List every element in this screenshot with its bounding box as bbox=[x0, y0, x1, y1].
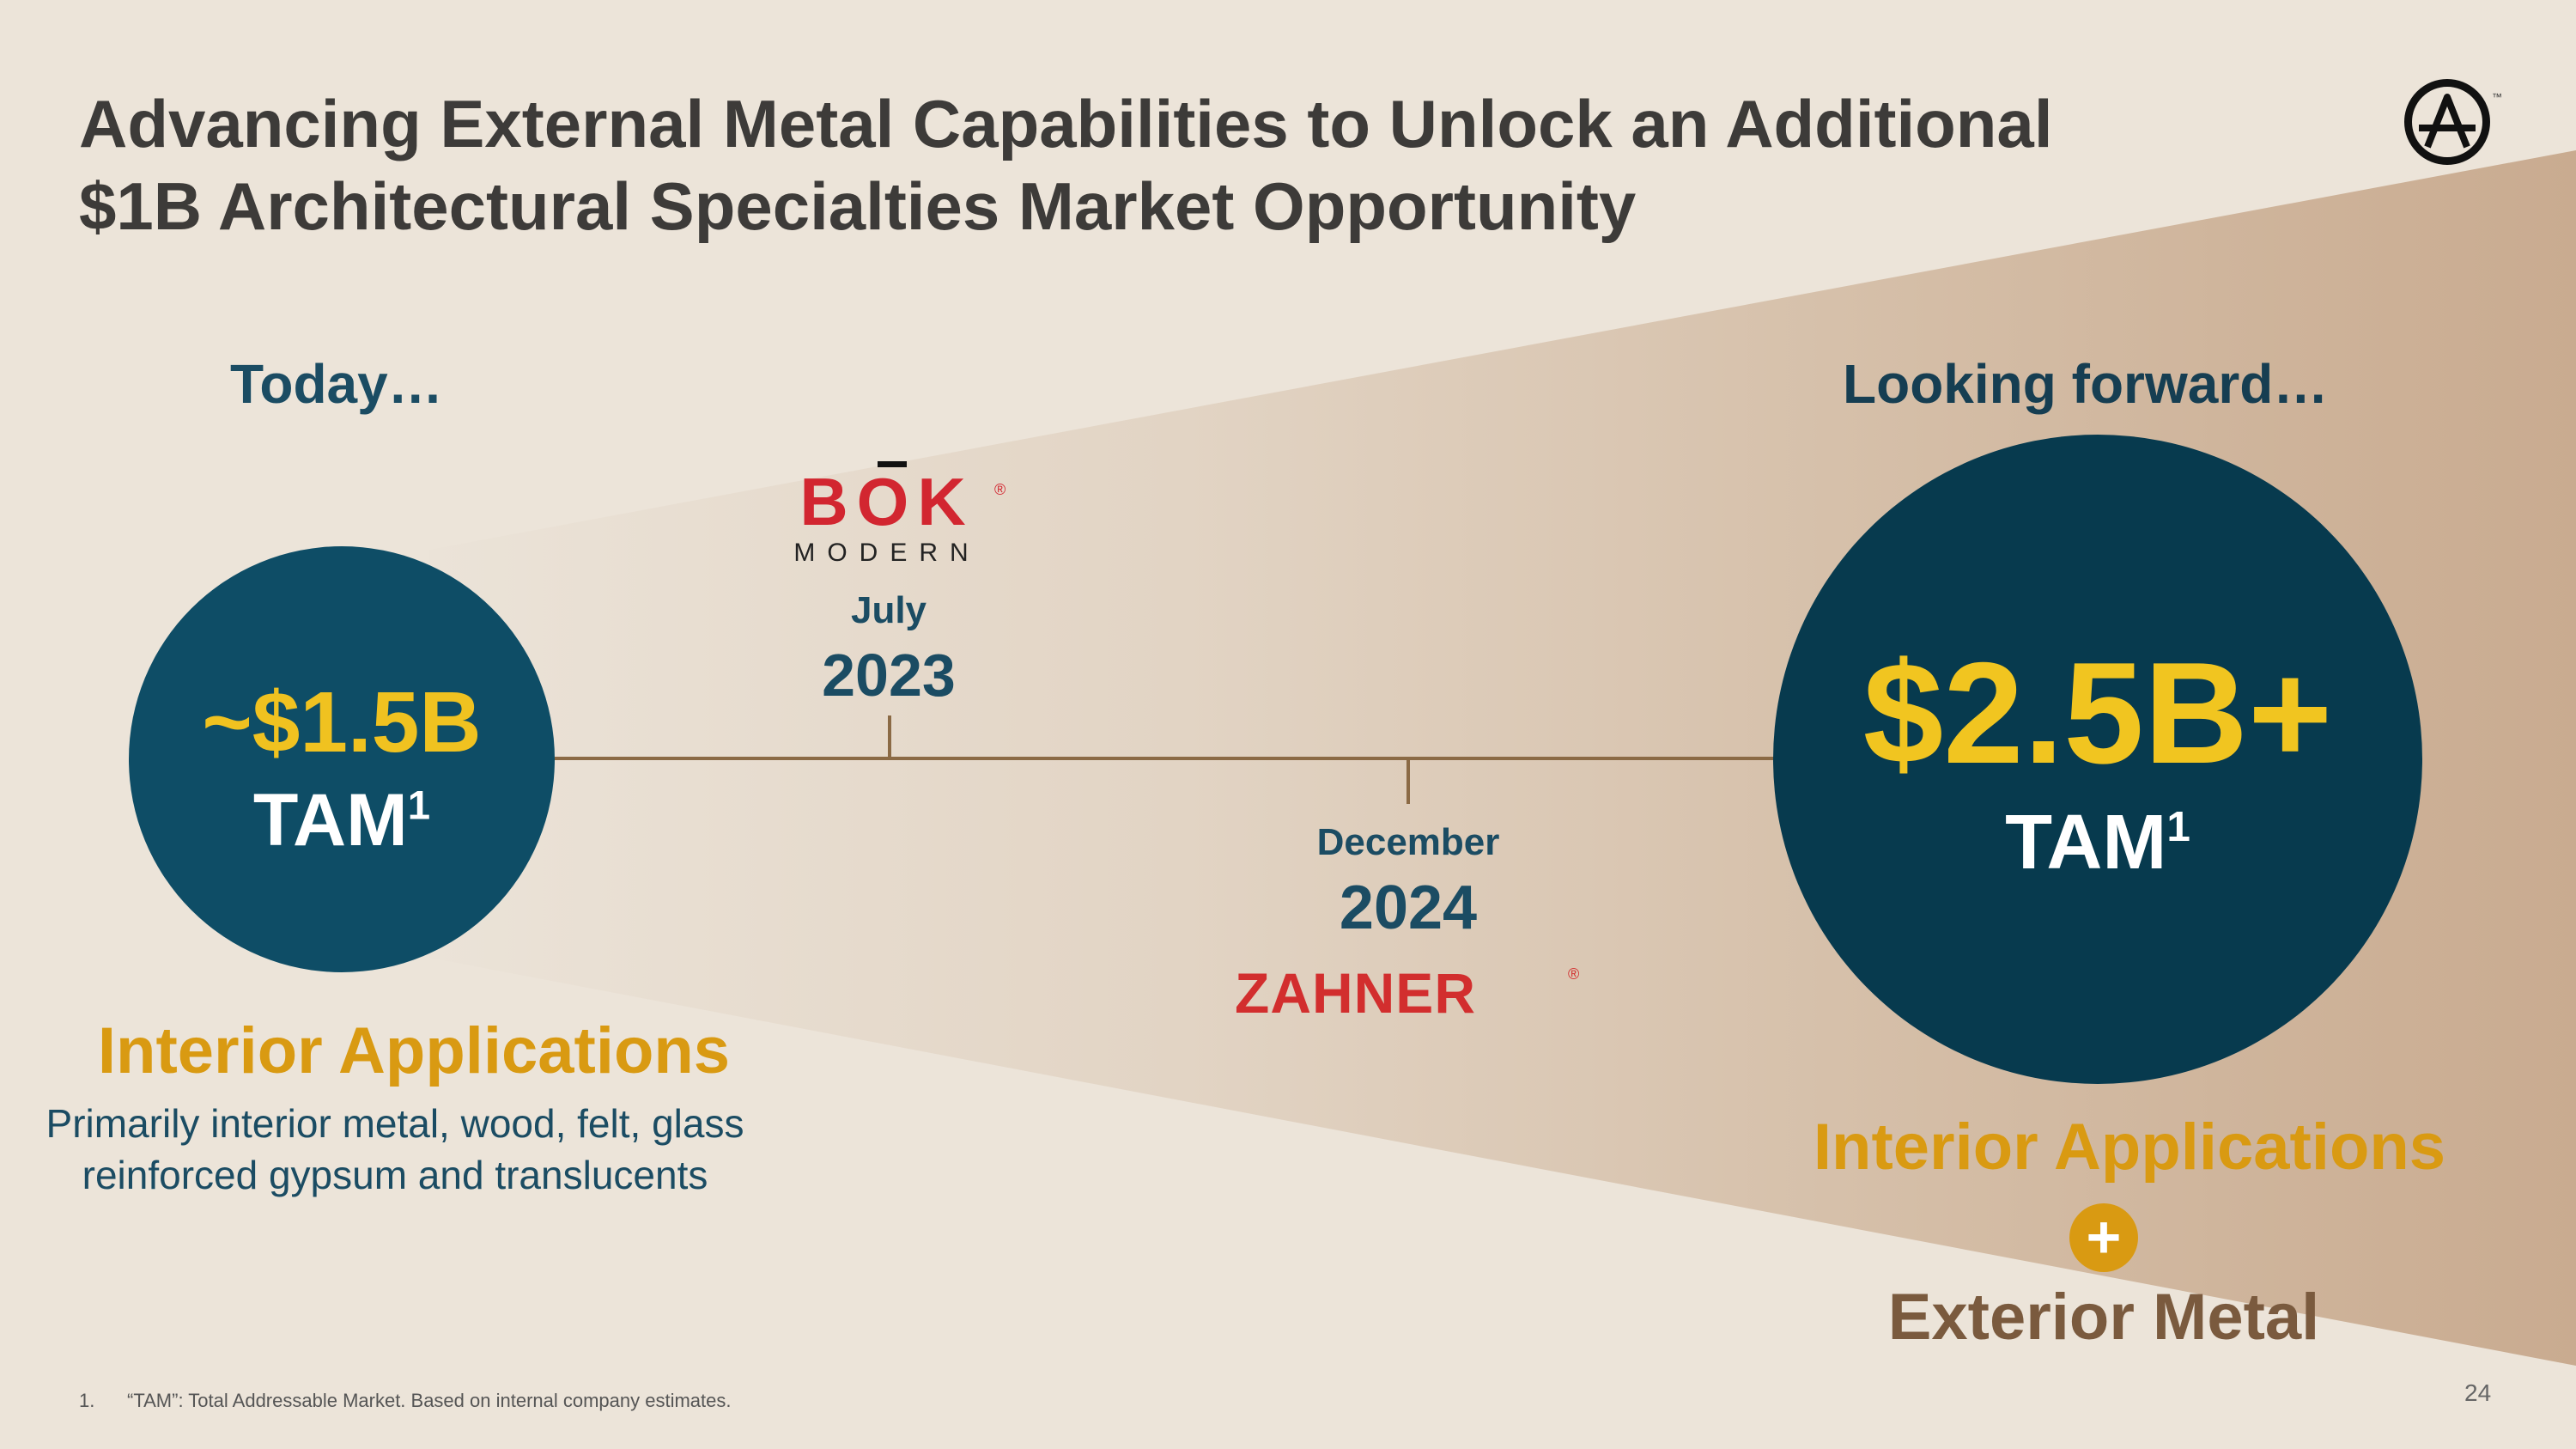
future-segment-exterior: Exterior Metal bbox=[1887, 1281, 2320, 1354]
tam-footnote-ref: 1 bbox=[2166, 802, 2190, 850]
company-logo-icon bbox=[2404, 79, 2490, 165]
bok-registered-mark: ® bbox=[994, 481, 1006, 498]
current-tam-circle: ~$1.5B TAM1 bbox=[129, 546, 555, 972]
future-segment-interior: Interior Applications bbox=[1813, 1111, 2446, 1184]
plus-icon: + bbox=[2069, 1203, 2138, 1272]
footnote-text: “TAM”: Total Addressable Market. Based o… bbox=[127, 1390, 732, 1411]
bok-wordmark: BOK bbox=[799, 464, 975, 539]
page-number: 24 bbox=[2464, 1379, 2492, 1406]
title-line-2: $1B Architectural Specialties Market Opp… bbox=[79, 168, 1637, 244]
future-tam-circle: $2.5B+ TAM1 bbox=[1773, 435, 2422, 1084]
tam-label-text: TAM bbox=[2005, 800, 2167, 886]
event-2023-month: July bbox=[850, 589, 927, 631]
title-line-1: Advancing External Metal Capabilities to… bbox=[79, 86, 2053, 161]
bok-macron bbox=[878, 461, 907, 467]
tam-label-text: TAM bbox=[252, 779, 408, 861]
future-tam-label: TAM1 bbox=[1773, 799, 2422, 887]
future-tam-value: $2.5B+ bbox=[1862, 632, 2333, 794]
tam-footnote-ref: 1 bbox=[407, 782, 431, 829]
current-tam-value: ~$1.5B bbox=[202, 674, 482, 770]
event-2024-month: December bbox=[1316, 821, 1500, 863]
trademark-symbol: ™ bbox=[2492, 91, 2502, 103]
description-line-1: Primarily interior metal, wood, felt, gl… bbox=[46, 1101, 744, 1146]
slide-title: Advancing External Metal Capabilities to… bbox=[79, 82, 2312, 247]
logo-a-glyph bbox=[2419, 94, 2476, 149]
zahner-logo: ZAHNER bbox=[1235, 961, 1476, 1025]
event-2024-year: 2024 bbox=[1339, 874, 1478, 942]
bok-submark: MODERN bbox=[793, 539, 981, 567]
current-segment-label: Interior Applications bbox=[97, 1014, 731, 1087]
current-tam-label: TAM1 bbox=[129, 778, 555, 863]
event-2023-year: 2023 bbox=[822, 642, 956, 709]
bok-modern-logo: BOK MODERN bbox=[771, 461, 1003, 568]
footnote-number: 1. bbox=[79, 1390, 95, 1411]
today-heading: Today… bbox=[230, 353, 443, 415]
description-line-2: reinforced gypsum and translucents bbox=[82, 1153, 708, 1197]
zahner-registered-mark: ® bbox=[1568, 965, 1580, 983]
current-segment-description: Primarily interior metal, wood, felt, gl… bbox=[17, 1098, 773, 1201]
looking-forward-heading: Looking forward… bbox=[1843, 353, 2329, 415]
